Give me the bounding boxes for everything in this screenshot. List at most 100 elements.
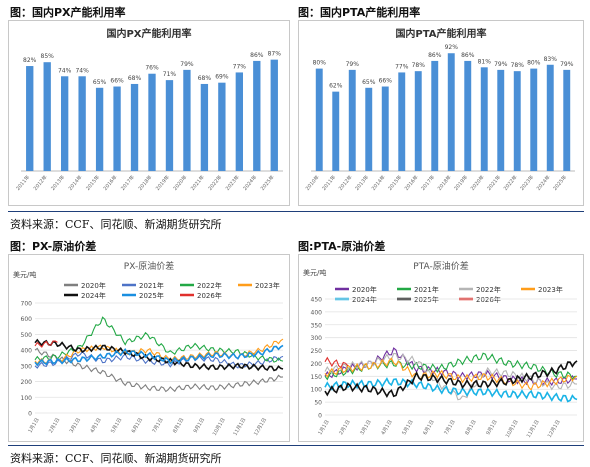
bar xyxy=(497,69,505,171)
y-tick-label: 150 xyxy=(311,374,323,381)
chart-frame-px-spread: PX-原油价差 美元/吨 2020年 2021年 2022年 2023年 2024年 2025… xyxy=(8,254,290,442)
divider-bottom xyxy=(8,445,584,446)
x-tick-label: 2020年 xyxy=(469,174,486,192)
x-tick-label: 2018年 xyxy=(436,174,453,192)
bar xyxy=(414,71,422,171)
x-tick-label: 2016年 xyxy=(403,174,420,192)
x-tick-label: 4月1日 xyxy=(380,419,393,436)
bar xyxy=(546,64,554,171)
legend-label: 2024年 xyxy=(352,295,377,304)
y-tick-label: 50 xyxy=(314,400,322,407)
bar-data-label: 66% xyxy=(110,78,124,85)
bar-data-label: 79% xyxy=(346,61,360,68)
x-tick-label: 2024年 xyxy=(535,174,552,192)
x-tick-label: 3月1日 xyxy=(359,419,372,436)
bar xyxy=(148,73,156,171)
bar-data-label: 80% xyxy=(527,60,541,67)
bar-data-label: 68% xyxy=(198,75,212,82)
x-tick-label: 2025年 xyxy=(552,174,569,192)
series-line-4 xyxy=(34,338,284,372)
x-tick-label: 2014年 xyxy=(67,174,84,192)
x-tick-label: 2018年 xyxy=(137,174,154,192)
bar xyxy=(447,53,455,171)
bar xyxy=(480,67,488,171)
bar xyxy=(200,83,209,171)
legend-label: 2020年 xyxy=(81,281,106,290)
bar xyxy=(348,69,356,171)
y-tick-label: 100 xyxy=(311,387,323,394)
bar xyxy=(270,59,278,171)
bar-data-label: 78% xyxy=(511,62,525,69)
x-tick-label: 2015年 xyxy=(387,174,404,192)
bar xyxy=(95,87,104,171)
x-tick-label: 5月1日 xyxy=(110,417,123,434)
x-tick-label: 11月1日 xyxy=(526,419,541,439)
divider-top xyxy=(8,211,584,212)
bar-data-label: 65% xyxy=(93,79,107,86)
bar xyxy=(431,60,439,171)
chart-title: 国内PTA产能利用率 xyxy=(395,27,486,40)
bar-data-label: 66% xyxy=(379,78,393,85)
bar-data-label: 69% xyxy=(215,74,229,81)
legend-label: 2026年 xyxy=(197,291,222,300)
figure-title-pta-util: 图：国内PTA产能利用率 xyxy=(298,6,421,19)
bar xyxy=(530,68,538,171)
x-tick-label: 2023年 xyxy=(224,174,241,192)
bar xyxy=(563,69,571,171)
bar xyxy=(183,69,191,171)
legend-label: 2023年 xyxy=(538,285,563,294)
y-tick-label: 200 xyxy=(21,379,33,386)
x-tick-label: 2022年 xyxy=(207,174,224,192)
y-tick-label: 600 xyxy=(21,316,33,323)
x-tick-label: 1月1日 xyxy=(27,417,40,434)
y-tick-label: 0 xyxy=(28,411,32,418)
px-util-chart: 国内PX产能利用率 82% 2011年 85% 2012年 74% 2013年 74% 2014… xyxy=(15,27,283,192)
y-axis-label: 美元/吨 xyxy=(13,270,36,279)
y-tick-label: 400 xyxy=(21,348,33,355)
bar-data-label: 74% xyxy=(58,67,72,74)
chart-title: 国内PX产能利用率 xyxy=(106,27,191,40)
x-tick-label: 2013年 xyxy=(49,174,66,192)
legend-label: 2024年 xyxy=(81,291,106,300)
bar-data-label: 78% xyxy=(412,62,426,69)
x-tick-label: 2015年 xyxy=(84,174,101,192)
legend-label: 2023年 xyxy=(255,281,280,290)
x-tick-label: 2019年 xyxy=(453,174,470,192)
x-tick-label: 2月1日 xyxy=(338,419,351,436)
chart-frame-pta-spread: PTA-原油价差 美元/吨 2020年 2021年 2022年 2023年 2024年 202… xyxy=(298,254,584,442)
y-tick-label: 300 xyxy=(21,363,33,370)
x-tick-label: 12月1日 xyxy=(253,417,268,437)
x-tick-label: 9月1日 xyxy=(193,417,206,434)
bar xyxy=(315,68,323,171)
x-tick-label: 3月1日 xyxy=(69,417,82,434)
bar xyxy=(218,82,226,171)
bar-data-label: 79% xyxy=(180,61,194,68)
series-line-3 xyxy=(324,357,578,391)
legend-label: 2026年 xyxy=(476,295,501,304)
source-note-bottom: 资料来源：CCF、同花顺、新湖期货研究所 xyxy=(10,452,222,465)
bar-data-label: 80% xyxy=(313,60,327,67)
x-tick-label: 2022年 xyxy=(502,174,519,192)
bar xyxy=(398,72,406,171)
y-tick-label: 100 xyxy=(21,395,33,402)
source-note-top: 资料来源：CCF、同花顺、新湖期货研究所 xyxy=(10,218,222,231)
x-tick-label: 2020年 xyxy=(172,174,189,192)
pta-util-chart: 国内PTA产能利用率 80% 2010年 62% 2011年 79% 2012年 65% 201… xyxy=(304,27,575,192)
x-tick-label: 2012年 xyxy=(337,174,354,192)
bar xyxy=(60,76,69,171)
bar xyxy=(130,83,139,171)
y-tick-label: 400 xyxy=(311,309,323,316)
x-tick-label: 6月1日 xyxy=(131,417,144,434)
chart-title: PX-原油价差 xyxy=(124,260,174,272)
y-tick-label: 300 xyxy=(311,335,323,342)
bar-data-label: 79% xyxy=(560,61,574,68)
y-tick-label: 700 xyxy=(21,301,33,308)
x-tick-label: 2021年 xyxy=(189,174,206,192)
bar-data-label: 74% xyxy=(75,67,89,74)
legend-label: 2021年 xyxy=(414,285,439,294)
x-tick-label: 1月1日 xyxy=(317,419,330,436)
bar xyxy=(78,76,86,171)
x-tick-label: 2016年 xyxy=(102,174,119,192)
